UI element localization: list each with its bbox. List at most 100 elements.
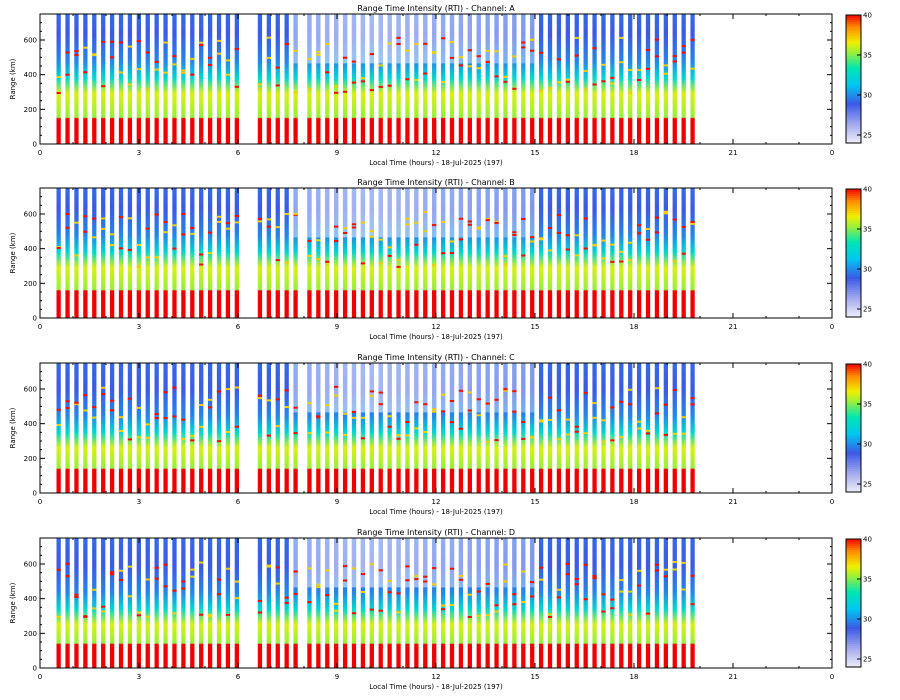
colorbar-segment bbox=[846, 40, 861, 44]
faint-echo bbox=[293, 188, 298, 238]
colorbar-segment bbox=[846, 571, 861, 574]
colorbar-segment bbox=[846, 615, 861, 619]
speckle bbox=[316, 258, 321, 261]
rti-column bbox=[619, 363, 624, 493]
rti-column bbox=[65, 14, 70, 144]
colorbar-tick-label: 30 bbox=[863, 441, 872, 449]
faint-echo bbox=[369, 538, 374, 588]
faint-echo bbox=[503, 188, 508, 238]
speckle bbox=[334, 609, 339, 612]
faint-echo bbox=[512, 188, 517, 238]
speckle bbox=[583, 432, 588, 435]
faint-echo bbox=[494, 188, 499, 238]
speckle bbox=[307, 255, 312, 257]
speckle bbox=[65, 575, 70, 578]
speckle bbox=[83, 230, 88, 233]
speckle bbox=[565, 573, 570, 576]
speckle bbox=[485, 614, 490, 617]
rti-column bbox=[145, 14, 150, 144]
rti-column bbox=[449, 14, 455, 144]
rti-column bbox=[56, 538, 61, 668]
colorbar-segment bbox=[846, 128, 861, 131]
faint-echo bbox=[432, 363, 437, 413]
colorbar-tick-label: 40 bbox=[863, 186, 872, 194]
rti-column bbox=[145, 188, 150, 318]
speckle bbox=[257, 394, 263, 397]
rti-column bbox=[556, 538, 562, 668]
y-tick-label: 400 bbox=[24, 595, 37, 603]
speckle bbox=[136, 40, 141, 42]
speckle bbox=[225, 73, 231, 76]
speckle bbox=[83, 46, 88, 49]
speckle bbox=[636, 584, 642, 587]
speckle bbox=[690, 67, 695, 70]
speckle bbox=[574, 425, 579, 428]
speckle bbox=[440, 81, 446, 83]
x-tick-label: 3 bbox=[137, 498, 141, 506]
colorbar-segment bbox=[846, 660, 861, 664]
rti-column bbox=[293, 363, 298, 493]
speckle bbox=[101, 605, 106, 608]
speckle bbox=[127, 565, 133, 568]
faint-echo bbox=[396, 363, 401, 413]
speckle bbox=[74, 401, 79, 404]
x-tick-label: 12 bbox=[432, 498, 441, 506]
speckle bbox=[136, 436, 141, 439]
colorbar-segment bbox=[846, 551, 861, 555]
colorbar-segment bbox=[846, 201, 861, 205]
faint-echo bbox=[414, 538, 419, 588]
rti-column bbox=[583, 188, 588, 318]
speckle bbox=[163, 391, 168, 394]
speckle bbox=[145, 423, 150, 426]
colorbar-segment bbox=[846, 400, 861, 403]
speckle bbox=[284, 389, 289, 392]
speckle bbox=[325, 71, 330, 74]
colorbar-segment bbox=[846, 445, 861, 448]
colorbar-segment bbox=[846, 624, 861, 628]
speckle bbox=[654, 412, 660, 415]
speckle bbox=[619, 436, 624, 439]
speckle bbox=[636, 69, 642, 72]
speckle bbox=[275, 259, 280, 262]
colorbar-segment bbox=[846, 425, 861, 429]
rti-column bbox=[378, 538, 383, 668]
rti-column bbox=[172, 538, 177, 668]
speckle bbox=[109, 409, 115, 412]
rti-column bbox=[284, 363, 289, 493]
rti-column bbox=[378, 14, 383, 144]
speckle bbox=[494, 604, 499, 607]
speckle bbox=[154, 68, 159, 71]
speckle bbox=[56, 92, 61, 94]
colorbar-segment bbox=[846, 206, 861, 209]
speckle bbox=[378, 569, 383, 572]
speckle bbox=[565, 78, 570, 81]
speckle bbox=[234, 597, 239, 600]
speckle bbox=[458, 238, 464, 241]
speckle bbox=[645, 48, 651, 51]
speckle bbox=[181, 213, 186, 215]
rti-column bbox=[293, 538, 298, 668]
rti-column bbox=[476, 14, 481, 144]
colorbar-segment bbox=[846, 483, 861, 487]
y-tick-label: 200 bbox=[24, 106, 37, 114]
rti-column bbox=[583, 538, 588, 668]
speckle bbox=[127, 438, 133, 441]
rti-column bbox=[574, 14, 579, 144]
rti-column bbox=[414, 538, 419, 668]
speckle bbox=[284, 42, 289, 45]
rti-column bbox=[172, 363, 177, 493]
speckle bbox=[521, 570, 526, 573]
speckle bbox=[351, 60, 357, 63]
colorbar-segment bbox=[846, 68, 861, 72]
colorbar-segment bbox=[846, 575, 861, 578]
rti-column bbox=[521, 363, 526, 493]
rti-column bbox=[307, 188, 312, 318]
rti-column bbox=[583, 363, 588, 493]
speckle bbox=[556, 231, 562, 234]
speckle bbox=[690, 38, 695, 41]
speckle bbox=[503, 580, 508, 583]
x-tick-label: 12 bbox=[432, 149, 441, 157]
speckle bbox=[663, 212, 668, 215]
colorbar-segment bbox=[846, 223, 861, 226]
speckle bbox=[521, 46, 526, 49]
